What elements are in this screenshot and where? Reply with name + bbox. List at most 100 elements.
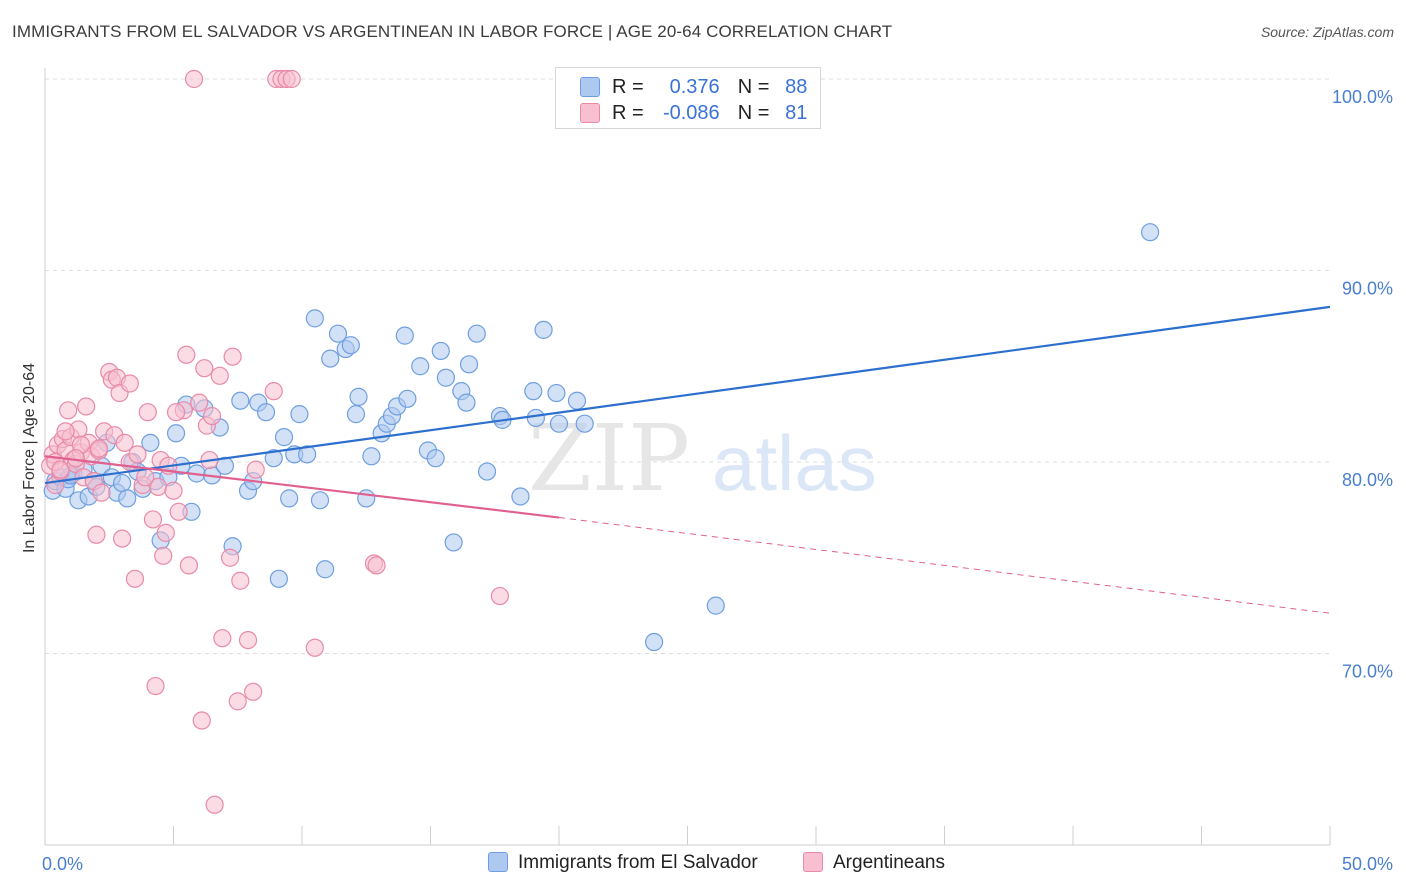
y-axis-title: In Labor Force | Age 20-64 [21,363,38,553]
r-label: R = [612,76,644,98]
data-point-argentineans [246,460,265,479]
legend-swatch-blue [488,852,508,872]
data-point-argentineans [115,433,134,452]
data-point-immigrants [426,449,445,468]
n-label: N = [737,76,770,98]
data-point-immigrants [264,449,283,468]
data-point-argentineans [89,439,109,458]
source-credit: Source: ZipAtlas.com [1260,24,1394,40]
data-point-argentineans [190,393,209,412]
data-point-argentineans [56,422,75,441]
data-point-argentineans [136,468,155,487]
data-point-immigrants [305,309,324,328]
watermark-atlas: atlas [712,419,877,507]
data-point-immigrants [346,405,366,424]
tick-labels: 70.0% 80.0% 90.0% 100.0% 0.0% 50.0% [42,87,1393,874]
trend-lines [44,305,1331,614]
data-point-immigrants [567,391,587,410]
data-point-argentineans [59,401,78,420]
data-point-argentineans [305,638,324,657]
data-point-argentineans [77,397,96,416]
data-point-immigrants [549,414,569,433]
r-value-immigrants: 0.376 [669,76,720,98]
data-point-argentineans [210,366,229,385]
stats-row-immigrants: R = 0.376 N = 88 [580,76,807,102]
data-point-argentineans [177,345,196,364]
data-point-argentineans [92,483,111,502]
data-point-argentineans [264,382,283,401]
data-point-argentineans [138,403,157,422]
data-point-immigrants [290,405,309,424]
data-point-immigrants [316,560,335,579]
data-point-argentineans [156,523,175,542]
data-point-immigrants [357,489,376,508]
legend-label-immigrants: Immigrants from El Salvador [518,852,758,873]
data-point-immigrants [534,320,553,339]
data-point-argentineans [220,548,240,567]
data-point-immigrants [431,341,450,361]
data-point-argentineans [238,630,258,650]
data-point-immigrants [112,473,132,493]
data-point-immigrants [118,489,137,508]
data-point-immigrants [467,324,486,343]
r-label: R = [612,102,644,124]
legend-swatch-blue [580,77,600,97]
y-tick-label: 90.0% [1342,279,1393,299]
n-value-argentineans: 81 [785,102,808,124]
data-point-argentineans [120,374,139,393]
x-tick-label: 0.0% [42,854,83,874]
data-point-immigrants [328,324,348,343]
chart-title: IMMIGRANTS FROM EL SALVADOR VS ARGENTINE… [12,22,893,41]
data-point-argentineans [87,525,106,544]
data-point-immigrants [280,489,299,508]
data-point-argentineans [192,711,211,730]
data-point-immigrants [1140,223,1160,242]
data-point-immigrants [349,387,368,406]
data-point-argentineans [195,359,214,378]
data-point-immigrants [362,447,381,466]
data-point-immigrants [310,491,330,510]
trend-extension-argentineans [558,517,1331,614]
data-point-immigrants [526,408,545,428]
data-point-immigrants [231,391,250,410]
data-point-argentineans [367,556,386,575]
data-point-immigrants [436,368,456,387]
data-point-argentineans [223,347,242,366]
trend-line-immigrants [44,305,1331,485]
x-tick-label: 50.0% [1342,854,1393,874]
data-point-argentineans [228,692,247,711]
data-point-immigrants [141,433,160,452]
series-argentineans-points [41,69,509,814]
data-point-immigrants [256,403,276,422]
n-value-immigrants: 88 [785,76,808,98]
data-point-argentineans [146,676,165,696]
data-point-immigrants [341,336,360,355]
data-point-immigrants [547,383,566,403]
data-point-argentineans [143,510,163,529]
y-tick-label: 70.0% [1342,662,1393,682]
legend-item-argentineans[interactable]: Argentineans [803,852,945,874]
data-point-immigrants [511,487,530,506]
stats-row-argentineans: R = -0.086 N = 81 [580,102,807,128]
legend-item-immigrants[interactable]: Immigrants from El Salvador [488,852,758,874]
data-point-immigrants [459,355,479,374]
n-label: N = [737,102,770,124]
legend-label-argentineans: Argentineans [833,852,945,873]
data-point-argentineans [164,481,183,500]
y-tick-label: 100.0% [1332,87,1393,107]
data-point-argentineans [213,629,232,648]
grid-lines [45,78,1330,654]
data-point-argentineans [184,69,204,89]
y-tick-label: 80.0% [1342,470,1393,490]
data-point-argentineans [166,403,186,422]
data-point-argentineans [490,586,509,606]
data-point-immigrants [575,414,594,433]
data-point-argentineans [202,406,222,426]
trend-line-argentineans [44,455,560,519]
data-point-immigrants [321,349,340,368]
data-point-argentineans [231,571,250,590]
data-point-immigrants [269,569,288,588]
legend-swatch-pink [803,852,823,872]
data-point-argentineans [128,445,147,464]
